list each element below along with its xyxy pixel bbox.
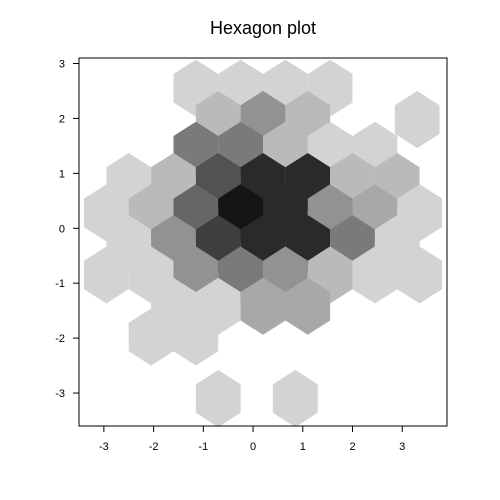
y-tick-label: -1	[55, 278, 65, 290]
hex-cell	[173, 308, 219, 366]
hex-cell	[285, 277, 331, 335]
y-tick-label: 2	[59, 113, 65, 125]
y-tick-label: -3	[55, 388, 65, 400]
hex-cell	[195, 370, 241, 428]
y-tick-label: 0	[59, 223, 65, 235]
x-tick-label: -3	[99, 441, 109, 453]
x-axis: -3 -2 -1 0 1 2 3	[99, 426, 405, 453]
hex-cell	[394, 91, 440, 149]
y-axis: -3 -2 -1 0 1 2 3	[55, 58, 79, 400]
chart-title: Hexagon plot	[210, 18, 316, 38]
hex-cell	[128, 308, 174, 366]
x-tick-label: 2	[349, 441, 355, 453]
hex-cells	[84, 59, 442, 428]
hex-cell	[272, 370, 318, 428]
hex-cell	[240, 277, 286, 335]
y-tick-label: -2	[55, 333, 65, 345]
hex-cell	[397, 246, 442, 304]
y-tick-label: 3	[59, 58, 65, 70]
x-tick-label: 1	[300, 441, 306, 453]
hex-cell	[84, 246, 129, 304]
x-tick-label: 0	[250, 441, 256, 453]
plot-frame	[78, 57, 448, 427]
x-tick-label: -1	[198, 441, 208, 453]
x-tick-label: 3	[399, 441, 405, 453]
y-tick-label: 1	[59, 168, 65, 180]
hex-cell	[352, 246, 398, 304]
x-tick-label: -2	[149, 441, 159, 453]
